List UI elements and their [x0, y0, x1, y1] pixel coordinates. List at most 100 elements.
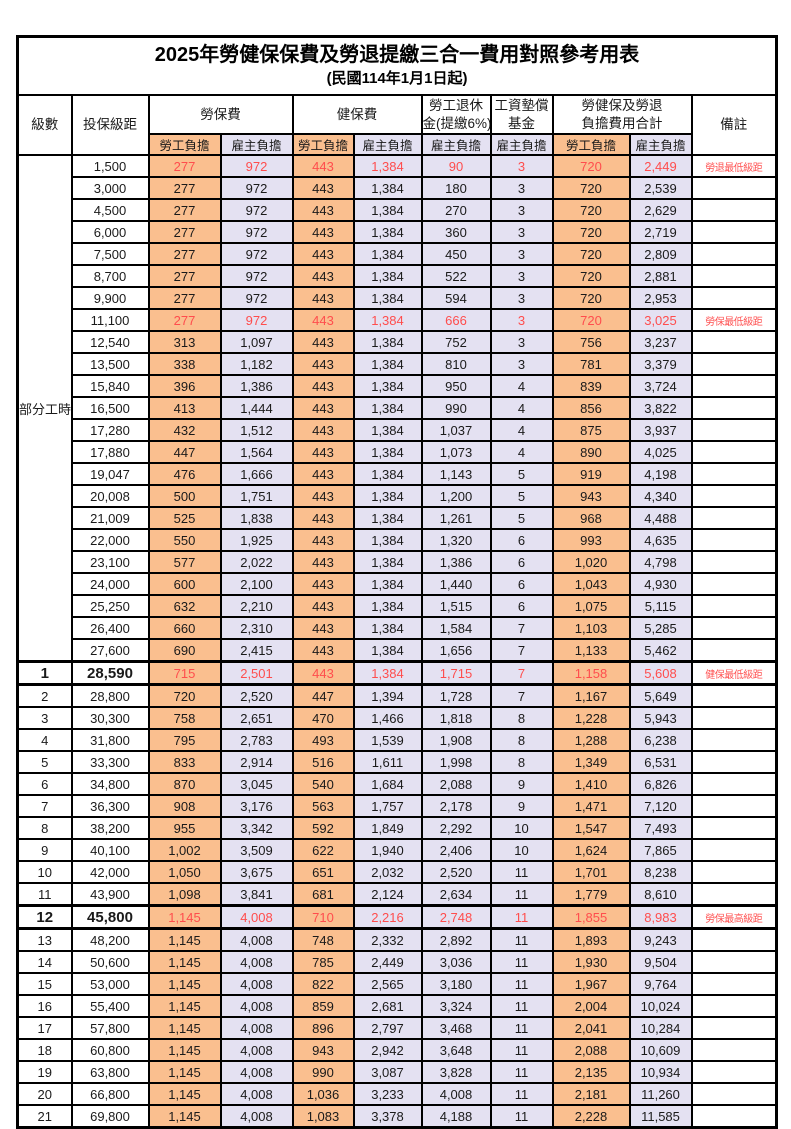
cell-wagefund-employer: 11: [489, 882, 554, 907]
cell-labor-employer: 972: [219, 286, 294, 310]
table-row: 19,047 476 1,666 443 1,384 1,143 5 919 4,198: [18, 462, 778, 486]
cell-health-employee: 516: [291, 750, 355, 774]
cell-wagefund-employer: 3: [489, 286, 554, 310]
cell-health-employee: 443: [291, 440, 355, 464]
cell-bracket: 63,800: [70, 1060, 150, 1084]
subheader-total-employee: 勞工負擔: [551, 133, 631, 156]
cell-wagefund-employer: 11: [489, 860, 554, 884]
cell-remark: [690, 728, 778, 752]
cell-total-employee: 2,041: [551, 1016, 631, 1040]
cell-pension-employer: 1,728: [420, 683, 492, 708]
cell-health-employee: 443: [291, 594, 355, 618]
cell-labor-employee: 632: [147, 594, 222, 618]
cell-total-employee: 1,103: [551, 616, 631, 640]
cell-health-employee: 540: [291, 772, 355, 796]
cell-labor-employee: 833: [147, 750, 222, 774]
cell-level: 21: [16, 1104, 73, 1129]
cell-total-employer: 6,826: [628, 772, 693, 796]
cell-remark: [690, 706, 778, 730]
cell-labor-employee: 277: [147, 264, 222, 288]
title-row: 2025年勞健保保費及勞退提繳三合一費用對照參考用表 (民國114年1月1日起): [16, 35, 778, 96]
table-row: 5 33,300 833 2,914 516 1,611 1,998 8 1,349 6,531: [16, 750, 778, 774]
cell-bracket: 60,800: [70, 1038, 150, 1062]
cell-wagefund-employer: 11: [489, 927, 554, 952]
col-header-remark: 備註: [690, 94, 778, 156]
cell-pension-employer: 752: [420, 330, 492, 354]
cell-labor-employer: 4,008: [219, 1038, 294, 1062]
cell-labor-employee: 1,050: [147, 860, 222, 884]
cell-remark: [690, 1082, 778, 1106]
table-row: 11,100 277 972 443 1,384 666 3 720 3,025 勞保最低級距: [18, 308, 778, 332]
cell-labor-employer: 1,512: [219, 418, 294, 442]
cell-labor-employee: 758: [147, 706, 222, 730]
cell-labor-employer: 972: [219, 198, 294, 222]
cell-remark: 勞退最低級距: [690, 154, 778, 178]
cell-bracket: 55,400: [70, 994, 150, 1018]
cell-health-employee: 443: [291, 638, 355, 663]
cell-bracket: 30,300: [70, 706, 150, 730]
cell-wagefund-employer: 6: [489, 550, 554, 574]
cell-health-employee: 443: [291, 572, 355, 596]
table-row: 9 40,100 1,002 3,509 622 1,940 2,406 10 1,624 7,8…: [16, 838, 778, 862]
col-header-wage-fund: 工資墊償 基金: [489, 94, 554, 135]
cell-total-employee: 720: [551, 154, 631, 178]
cell-total-employer: 11,585: [628, 1104, 693, 1129]
cell-health-employee: 1,036: [291, 1082, 355, 1106]
cell-total-employee: 2,228: [551, 1104, 631, 1129]
cell-total-employer: 5,608: [628, 660, 693, 686]
cell-health-employee: 1,083: [291, 1104, 355, 1129]
cell-level: 12: [16, 904, 73, 930]
table-row: 20 66,800 1,145 4,008 1,036 3,233 4,008 11 2,181…: [16, 1082, 778, 1106]
cell-total-employee: 1,158: [551, 660, 631, 686]
cell-total-employee: 856: [551, 396, 631, 420]
cell-labor-employer: 3,045: [219, 772, 294, 796]
cell-labor-employer: 1,444: [219, 396, 294, 420]
cell-bracket: 15,840: [70, 374, 150, 398]
cell-pension-employer: 1,818: [420, 706, 492, 730]
cell-labor-employee: 600: [147, 572, 222, 596]
cell-total-employee: 1,547: [551, 816, 631, 840]
cell-bracket: 17,280: [70, 418, 150, 442]
table-row: 3,000 277 972 443 1,384 180 3 720 2,539: [18, 176, 778, 200]
cell-labor-employee: 1,098: [147, 882, 222, 907]
cell-total-employee: 993: [551, 528, 631, 552]
cell-bracket: 28,800: [70, 683, 150, 708]
cell-labor-employer: 972: [219, 264, 294, 288]
cell-total-employer: 4,340: [628, 484, 693, 508]
cell-labor-employer: 4,008: [219, 1082, 294, 1106]
cell-total-employee: 919: [551, 462, 631, 486]
cell-labor-employee: 277: [147, 308, 222, 332]
cell-labor-employer: 4,008: [219, 927, 294, 952]
cell-health-employee: 443: [291, 462, 355, 486]
cell-wagefund-employer: 11: [489, 1082, 554, 1106]
cell-total-employer: 3,724: [628, 374, 693, 398]
col-header-level: 級數: [16, 94, 73, 156]
cell-remark: [690, 1038, 778, 1062]
cell-total-employer: 2,953: [628, 286, 693, 310]
cell-total-employee: 781: [551, 352, 631, 376]
cell-labor-employer: 1,751: [219, 484, 294, 508]
cell-labor-employer: 1,838: [219, 506, 294, 530]
cell-remark: [690, 176, 778, 200]
cell-remark: [690, 396, 778, 420]
cell-health-employer: 3,378: [352, 1104, 423, 1129]
cell-labor-employer: 3,176: [219, 794, 294, 818]
table-row: 1 28,590 715 2,501 443 1,384 1,715 7 1,158 5,608 健…: [16, 660, 778, 686]
table-row: 16 55,400 1,145 4,008 859 2,681 3,324 11 2,004 10…: [16, 994, 778, 1018]
cell-total-employee: 1,893: [551, 927, 631, 952]
cell-level: 10: [16, 860, 73, 884]
cell-health-employer: 1,757: [352, 794, 423, 818]
cell-bracket: 8,700: [70, 264, 150, 288]
cell-total-employee: 720: [551, 176, 631, 200]
cell-total-employer: 2,719: [628, 220, 693, 244]
col-header-pension: 勞工退休 金(提繳6%): [420, 94, 492, 135]
cell-health-employee: 859: [291, 994, 355, 1018]
cell-pension-employer: 1,386: [420, 550, 492, 574]
cell-bracket: 45,800: [70, 904, 150, 930]
cell-total-employee: 839: [551, 374, 631, 398]
cell-health-employer: 1,940: [352, 838, 423, 862]
cell-wagefund-employer: 8: [489, 728, 554, 752]
cell-labor-employer: 2,100: [219, 572, 294, 596]
cell-level: 16: [16, 994, 73, 1018]
cell-wagefund-employer: 9: [489, 794, 554, 818]
